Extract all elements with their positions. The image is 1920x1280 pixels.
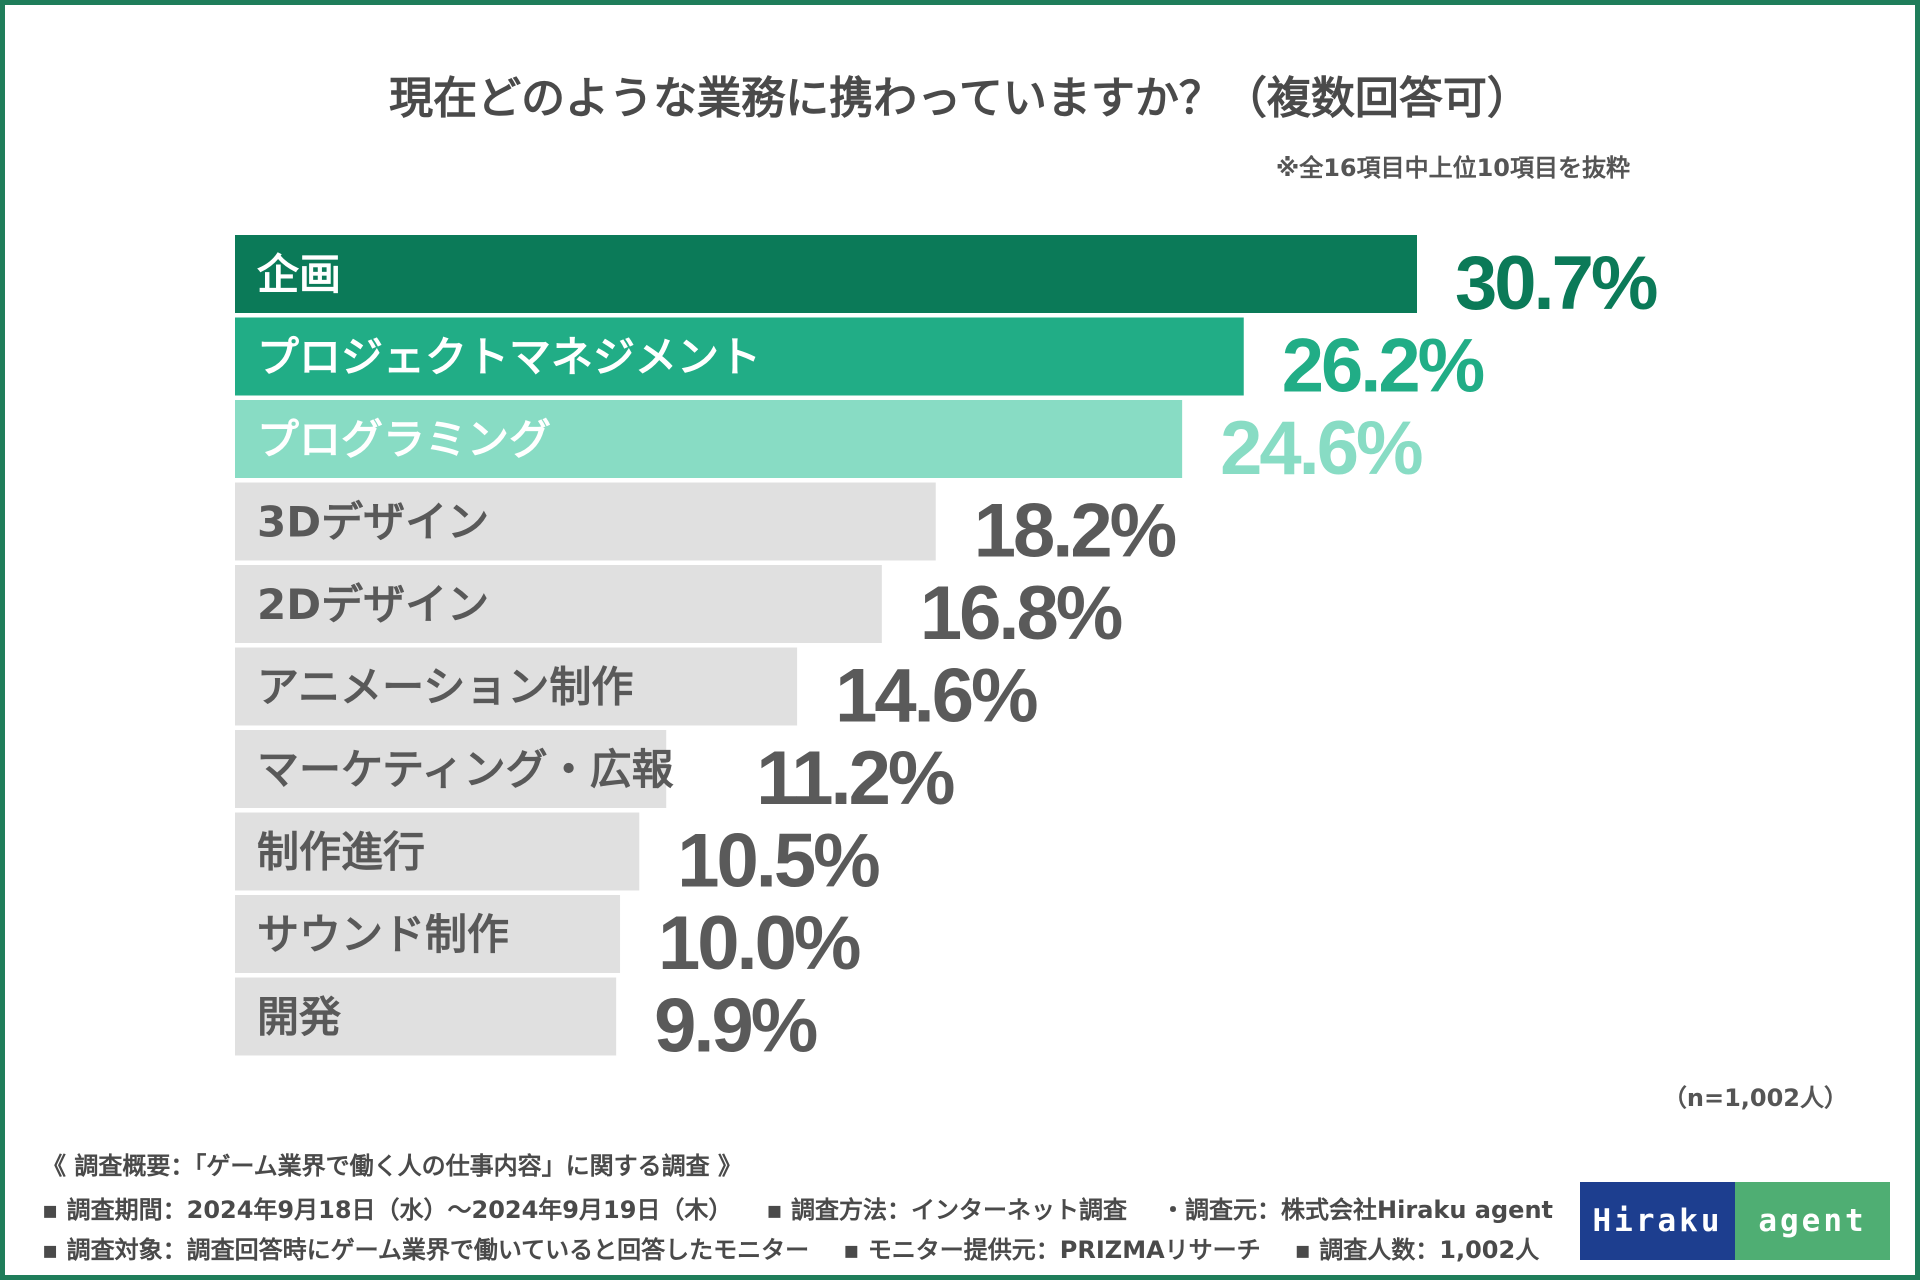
value-label-6: 11.2% bbox=[756, 736, 954, 821]
sample-size-label: （n=1,002人） bbox=[1662, 1084, 1848, 1112]
bar-label-3: 3Dデザイン bbox=[257, 498, 489, 547]
survey-line-2: ▪ 調査対象：調査回答時にゲーム業界で働いていると回答したモニター ▪ モニター提… bbox=[42, 1230, 1573, 1265]
survey-provider: ▪ モニター提供元：PRIZMAリサーチ bbox=[843, 1236, 1261, 1264]
survey-heading: 《 調査概要：「ゲーム業界で働く人の仕事内容」に関する調査 》 bbox=[42, 1152, 742, 1180]
value-label-4: 16.8% bbox=[920, 571, 1122, 656]
bar-5 bbox=[235, 647, 798, 726]
chart-title: 現在どのような業務に携わっていますか？（複数回答可） bbox=[389, 73, 1531, 124]
survey-method: ▪ 調査方法：インターネット調査 bbox=[766, 1196, 1128, 1224]
bar-3 bbox=[235, 482, 936, 561]
logo-left: Hiraku bbox=[1580, 1182, 1735, 1260]
value-label-1: 26.2% bbox=[1282, 324, 1484, 409]
bar-label-2: プログラミング bbox=[257, 415, 551, 464]
bar-label-8: サウンド制作 bbox=[257, 910, 509, 959]
hiraku-agent-logo: Hiraku agent bbox=[1580, 1182, 1890, 1260]
survey-target: ▪ 調査対象：調査回答時にゲーム業界で働いていると回答したモニター bbox=[42, 1236, 810, 1264]
bar-label-0: 企画 bbox=[257, 250, 341, 299]
survey-period: ▪ 調査期間：2024年9月18日（水）〜2024年9月19日（木） bbox=[42, 1196, 733, 1224]
chart-note: ※全16項目中上位10項目を抜粋 bbox=[1275, 154, 1630, 182]
survey-line-1: ▪ 調査期間：2024年9月18日（水）〜2024年9月19日（木） ▪ 調査方法… bbox=[42, 1190, 1587, 1225]
bar-label-1: プロジェクトマネジメント bbox=[257, 333, 761, 382]
bar-0 bbox=[235, 235, 1417, 313]
value-label-2: 24.6% bbox=[1220, 406, 1422, 491]
value-label-0: 30.7% bbox=[1455, 241, 1657, 326]
bar-label-9: 開発 bbox=[257, 993, 342, 1042]
bar-9 bbox=[235, 977, 617, 1056]
value-label-5: 14.6% bbox=[835, 654, 1037, 739]
survey-count: ▪ 調査人数：1,002人 bbox=[1294, 1236, 1540, 1264]
bar-8 bbox=[235, 895, 621, 973]
value-label-3: 18.2% bbox=[974, 489, 1176, 574]
bar-label-5: アニメーション制作 bbox=[257, 663, 633, 712]
bar-2 bbox=[235, 400, 1183, 478]
bar-1 bbox=[235, 317, 1244, 396]
bar-label-4: 2Dデザイン bbox=[257, 580, 489, 629]
bar-4 bbox=[235, 565, 882, 643]
bar-label-7: 制作進行 bbox=[257, 828, 425, 877]
value-label-8: 10.0% bbox=[658, 901, 860, 986]
logo-right: agent bbox=[1735, 1182, 1890, 1260]
bar-label-6: マーケティング・広報 bbox=[257, 745, 674, 794]
value-label-7: 10.5% bbox=[677, 819, 879, 904]
bar-7 bbox=[235, 812, 640, 891]
value-label-9: 9.9% bbox=[654, 984, 817, 1069]
survey-source: ・調査元：株式会社Hiraku agent bbox=[1161, 1196, 1554, 1224]
bar-6 bbox=[235, 730, 667, 808]
